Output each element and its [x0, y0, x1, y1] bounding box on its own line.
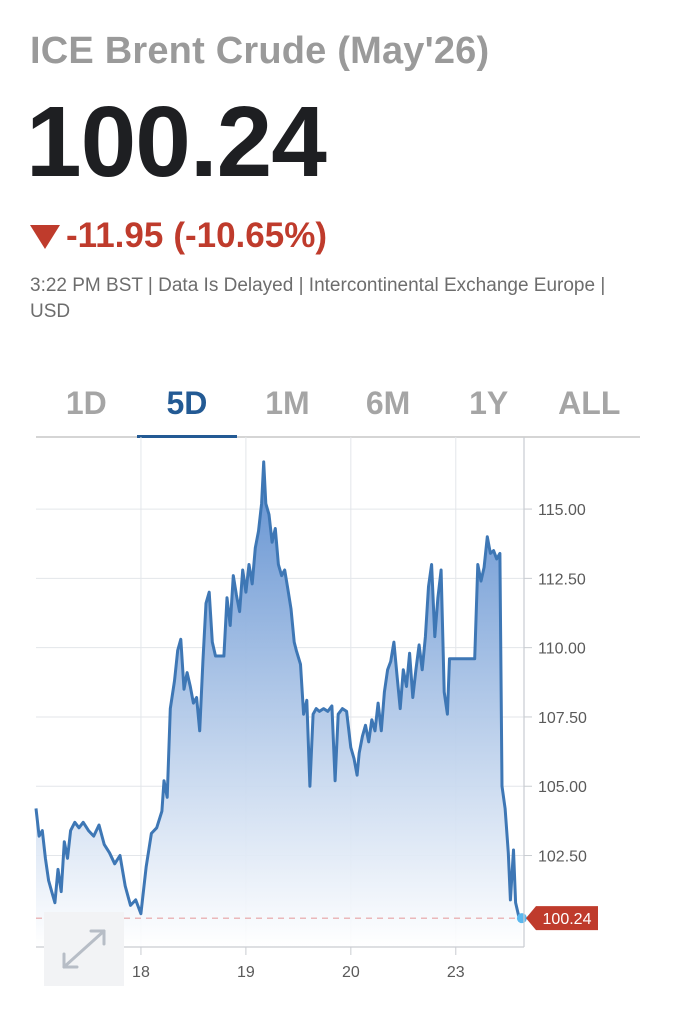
series-line — [34, 460, 523, 920]
range-tabs: 1D 5D 1M 6M 1Y ALL — [36, 380, 640, 438]
y-tick-label: 112.50 — [538, 571, 586, 588]
change-percent: (-10.65%) — [173, 216, 327, 255]
x-tick-label: 19 — [237, 964, 255, 981]
change-value: -11.95 — [66, 216, 164, 255]
expand-chart-button[interactable] — [44, 912, 124, 986]
y-tick-label: 110.00 — [538, 641, 586, 658]
y-tick-label: 107.50 — [538, 710, 587, 727]
tab-all[interactable]: ALL — [558, 385, 621, 421]
tab-5d[interactable]: 5D — [136, 380, 238, 438]
price-change: -11.95 (-10.65%) — [30, 216, 327, 256]
y-tick-label: 105.00 — [538, 779, 587, 796]
tab-1d[interactable]: 1D — [65, 385, 107, 421]
quote-meta: 3:22 PM BST | Data Is Delayed | Intercon… — [30, 275, 606, 322]
tab-6m[interactable]: 6M — [365, 385, 411, 421]
last-price-tag-label: 100.24 — [543, 911, 592, 928]
price-chart: 115.00 112.50 110.00 107.50 105.00 102.50 18 19… — [34, 437, 598, 981]
y-tick-label: 102.50 — [538, 849, 587, 866]
y-tick-label: 115.00 — [538, 502, 586, 519]
down-triangle-icon — [30, 225, 60, 249]
last-price-marker — [516, 913, 527, 924]
tab-1y[interactable]: 1Y — [469, 385, 509, 421]
expand-arrows-icon — [62, 929, 106, 969]
x-tick-label: 23 — [447, 964, 465, 981]
x-tick-label: 18 — [132, 964, 150, 981]
last-price-tag: 100.24 — [526, 906, 598, 931]
last-price: 100.24 — [26, 86, 327, 198]
page-title: ICE Brent Crude (May'26) — [30, 30, 490, 72]
x-tick-label: 20 — [342, 964, 360, 981]
tab-1m[interactable]: 1M — [265, 385, 310, 421]
